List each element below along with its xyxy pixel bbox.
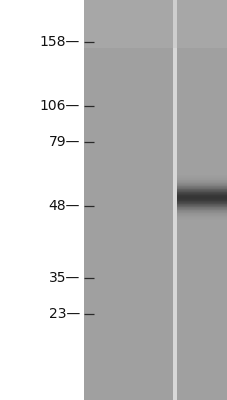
- Bar: [176, 198, 227, 199]
- Bar: [176, 177, 227, 178]
- Text: 35—: 35—: [49, 271, 80, 285]
- Bar: [176, 180, 227, 181]
- Bar: [176, 188, 227, 190]
- Bar: [176, 206, 227, 207]
- Bar: [176, 190, 227, 191]
- Bar: [176, 189, 227, 190]
- Bar: [176, 203, 227, 204]
- Bar: [176, 196, 227, 197]
- Bar: [176, 211, 227, 212]
- Bar: [176, 207, 227, 208]
- Bar: [176, 200, 227, 201]
- Bar: [176, 213, 227, 214]
- Bar: [173, 0, 176, 400]
- Bar: [176, 212, 227, 213]
- Bar: [176, 188, 227, 189]
- Bar: [176, 215, 227, 216]
- Text: 79—: 79—: [49, 135, 80, 149]
- Bar: [176, 217, 227, 218]
- Bar: [176, 177, 227, 178]
- Bar: [176, 201, 227, 202]
- Bar: [176, 202, 227, 203]
- Bar: [176, 215, 227, 216]
- Bar: [176, 210, 227, 211]
- Bar: [176, 182, 227, 183]
- Bar: [176, 197, 227, 198]
- Bar: [176, 181, 227, 182]
- Bar: [176, 192, 227, 193]
- Bar: [176, 216, 227, 217]
- Bar: [176, 195, 227, 196]
- Bar: [176, 187, 227, 188]
- Bar: [176, 205, 227, 206]
- Bar: [176, 214, 227, 215]
- Bar: [84, 0, 227, 48]
- Bar: [176, 208, 227, 209]
- Bar: [176, 183, 227, 184]
- Bar: [176, 219, 227, 220]
- Bar: [176, 200, 227, 201]
- Bar: [176, 199, 227, 200]
- Bar: [176, 179, 227, 180]
- Bar: [176, 186, 227, 187]
- Text: 158—: 158—: [40, 35, 80, 49]
- Bar: [176, 191, 227, 192]
- Bar: [176, 175, 227, 176]
- Bar: [176, 218, 227, 219]
- Bar: [176, 185, 227, 186]
- Bar: [176, 178, 227, 179]
- Text: 48—: 48—: [49, 199, 80, 213]
- Bar: [176, 184, 227, 185]
- Bar: [176, 193, 227, 194]
- Bar: [176, 194, 227, 195]
- Bar: [84, 0, 173, 400]
- Text: 106—: 106—: [40, 99, 80, 113]
- Bar: [176, 176, 227, 177]
- Bar: [176, 209, 227, 210]
- Bar: [176, 0, 227, 400]
- Bar: [176, 194, 227, 195]
- Bar: [176, 182, 227, 184]
- Text: 23—: 23—: [49, 307, 80, 321]
- Bar: [176, 204, 227, 205]
